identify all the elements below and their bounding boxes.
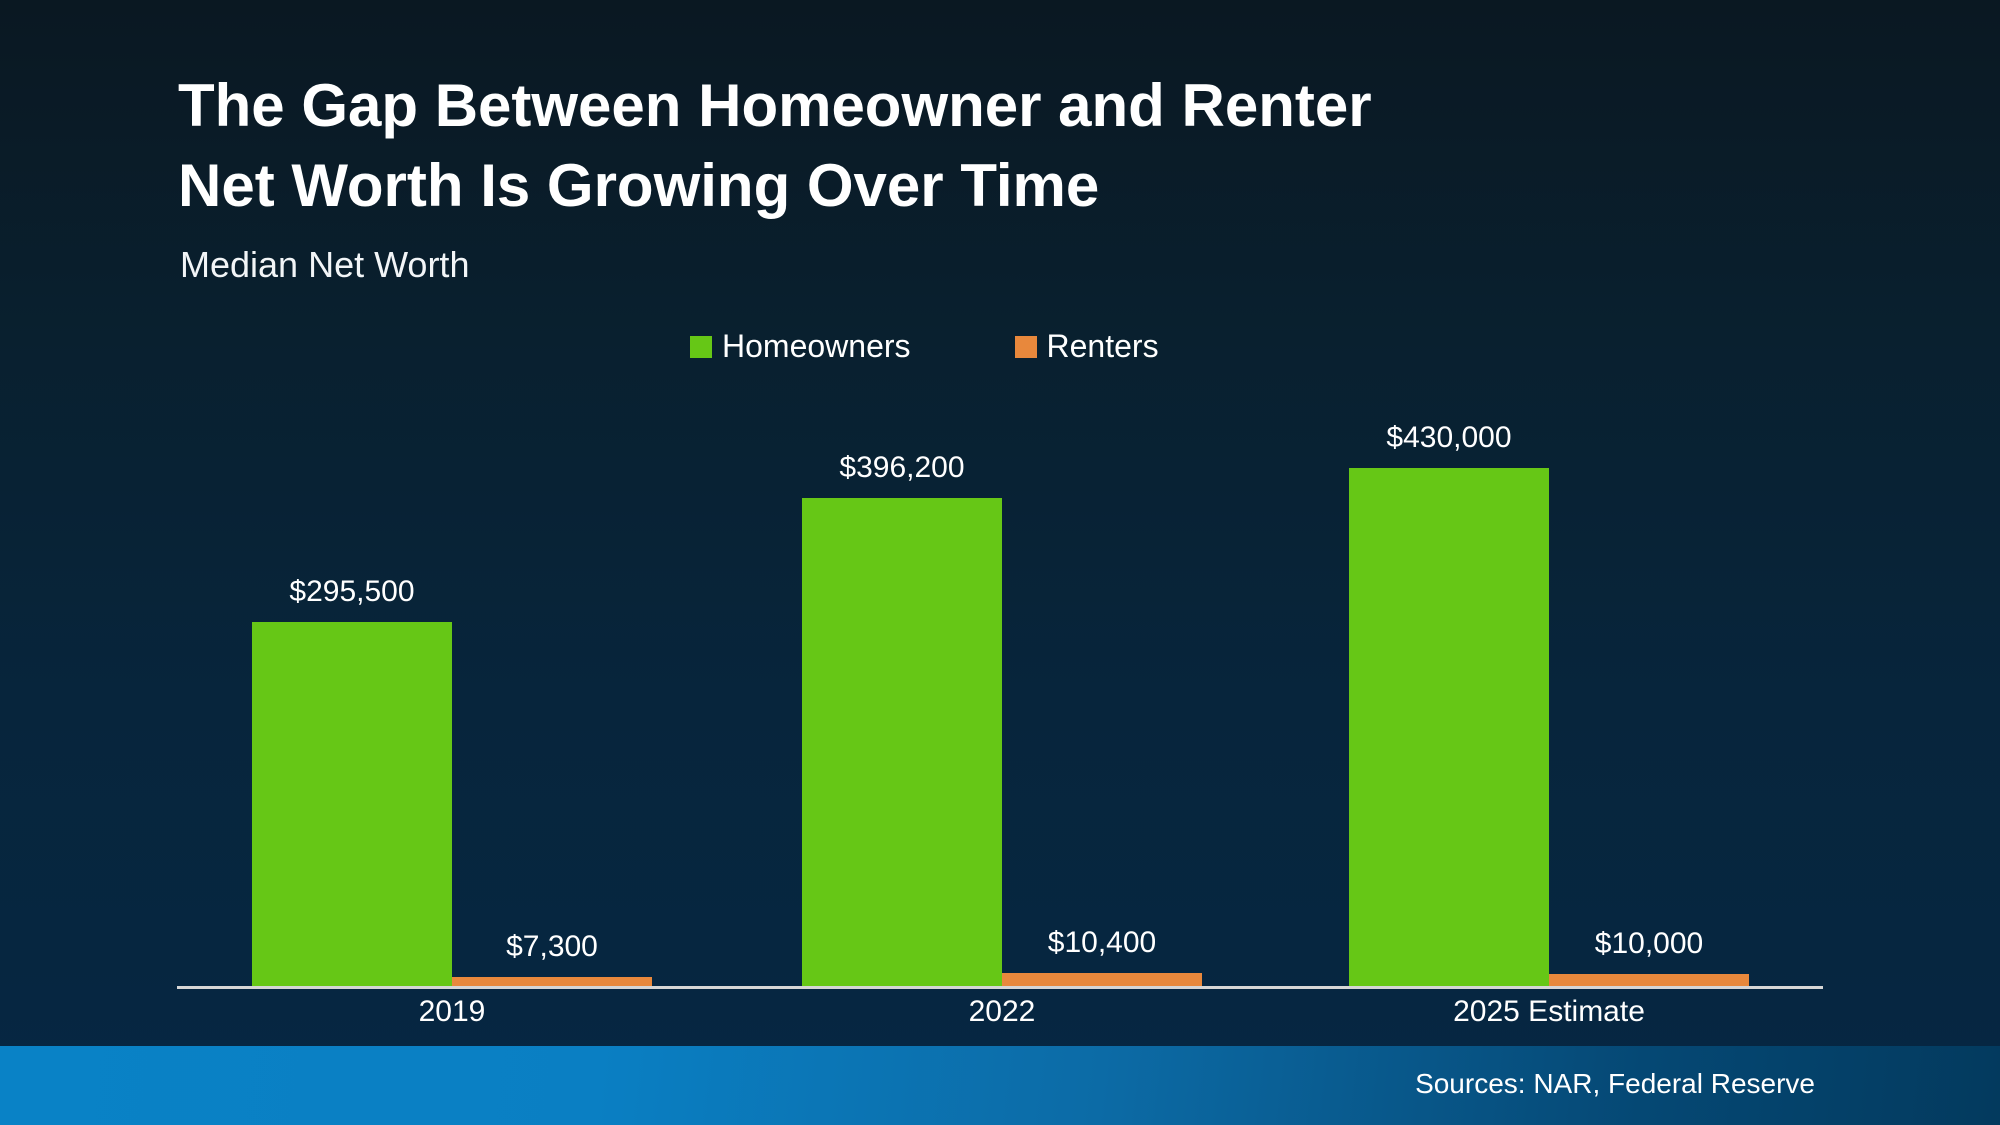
bar-column-homeowners-2019: $295,500 (252, 420, 452, 986)
homeowners-swatch-icon (690, 335, 712, 358)
x-axis-label-2022: 2022 (968, 995, 1036, 1028)
legend-item-renters: Renters (1014, 328, 1159, 365)
homeowners-bar-2019 (252, 621, 452, 986)
value-label-renters-2022: $10,400 (1047, 926, 1157, 960)
bar-chart: $295,500 $7,300 2019 $396,200 $10,400 2022 $43… (177, 420, 1823, 1028)
value-label-renters-2019: $7,300 (506, 930, 598, 964)
homeowners-bar-2022 (802, 497, 1002, 986)
title-line-1: The Gap Between Homeowner and Renter (178, 72, 1372, 139)
bar-column-renters-2019: $7,300 (452, 420, 652, 986)
page-title: The Gap Between Homeowner and Renter Net… (178, 66, 1372, 226)
x-axis-line (177, 986, 1823, 989)
bar-column-renters-2022: $10,400 (1002, 420, 1202, 986)
x-axis-label-2019: 2019 (418, 995, 486, 1028)
renters-bar-2019 (452, 977, 652, 986)
value-label-homeowners-2019: $295,500 (289, 574, 415, 608)
bar-group-2022: $396,200 $10,400 (802, 420, 1202, 986)
bar-group-2025-estimate: $430,000 $10,000 (1349, 420, 1749, 986)
renters-bar-2025-estimate (1549, 973, 1749, 986)
value-label-renters-2025-estimate: $10,000 (1594, 926, 1704, 960)
title-line-2: Net Worth Is Growing Over Time (178, 152, 1100, 219)
legend-label-renters: Renters (1046, 328, 1159, 364)
bar-column-renters-2025-estimate: $10,000 (1549, 420, 1749, 986)
x-axis-label-2025-estimate: 2025 Estimate (1453, 995, 1645, 1028)
bar-group-2019: $295,500 $7,300 (252, 420, 652, 986)
legend-item-homeowners: Homeowners (690, 328, 911, 365)
bar-column-homeowners-2022: $396,200 (802, 420, 1002, 986)
source-note: Sources: NAR, Federal Reserve (1415, 1068, 1815, 1099)
footer-bar: Sources: NAR, Federal Reserve (0, 1046, 2000, 1125)
homeowners-bar-2025-estimate (1349, 468, 1549, 986)
renters-bar-2022 (1002, 973, 1202, 986)
chart-legend: Homeowners Renters (690, 328, 1159, 365)
chart-subtitle: Median Net Worth (180, 244, 470, 285)
renters-swatch-icon (1014, 335, 1037, 358)
value-label-homeowners-2022: $396,200 (839, 450, 965, 484)
value-label-homeowners-2025-estimate: $430,000 (1386, 421, 1512, 454)
legend-label-homeowners: Homeowners (722, 328, 911, 364)
bar-column-homeowners-2025-estimate: $430,000 (1349, 420, 1549, 986)
